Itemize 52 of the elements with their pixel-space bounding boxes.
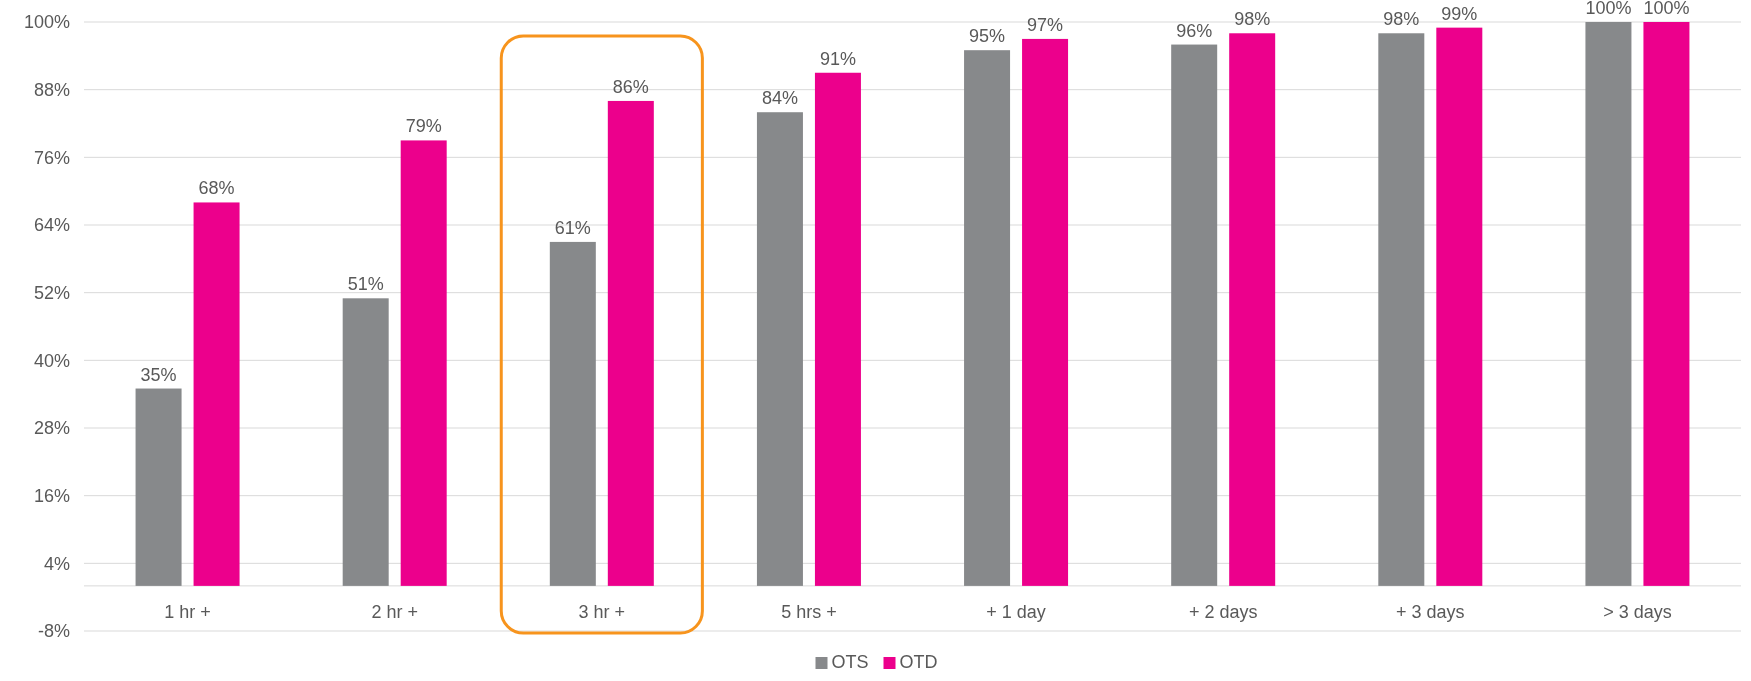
y-tick-label: 4%: [43, 553, 70, 574]
y-tick-label: 88%: [33, 79, 70, 100]
y-tick-label: 40%: [33, 350, 70, 371]
data-label: 79%: [405, 116, 442, 137]
bar: [964, 50, 1011, 586]
data-label: 35%: [140, 364, 177, 385]
x-tick-label: 2 hr +: [371, 601, 418, 622]
x-tick-label: + 2 days: [1188, 601, 1258, 622]
bar: [1171, 44, 1218, 586]
x-tick-label: + 3 days: [1396, 601, 1465, 622]
data-label: 99%: [1441, 3, 1478, 24]
data-label: 98%: [1383, 9, 1420, 30]
data-label: 84%: [761, 88, 798, 109]
bar: [814, 72, 861, 586]
bar: [1378, 33, 1425, 586]
bar: [1229, 33, 1276, 586]
bar: [549, 241, 596, 586]
bar: [342, 298, 389, 586]
y-tick-label: 16%: [33, 485, 70, 506]
y-tick-label: 52%: [33, 282, 70, 303]
bar: [1585, 22, 1632, 586]
y-tick-label: -8%: [37, 621, 70, 642]
bar: [756, 112, 803, 586]
data-label: 95%: [969, 26, 1006, 47]
bar: [193, 202, 240, 586]
data-label: 98%: [1234, 9, 1271, 30]
y-tick-label: 28%: [33, 418, 70, 439]
data-label: 61%: [554, 217, 591, 238]
data-label: 86%: [612, 76, 649, 97]
bar: [1022, 38, 1069, 586]
x-tick-label: 1 hr +: [164, 601, 211, 622]
data-label: 100%: [1585, 0, 1632, 18]
data-label: 51%: [347, 274, 384, 295]
y-tick-label: 100%: [23, 12, 70, 33]
bar: [1436, 27, 1483, 586]
x-tick-label: > 3 days: [1603, 601, 1672, 622]
x-tick-label: 5 hrs +: [781, 601, 837, 622]
bar: [400, 140, 447, 586]
y-tick-label: 76%: [33, 147, 70, 168]
legend-label: OTD: [899, 652, 938, 672]
data-label: 97%: [1027, 14, 1064, 35]
bar: [135, 388, 182, 586]
x-tick-label: 3 hr +: [578, 601, 626, 622]
x-tick-label: + 1 day: [986, 601, 1046, 622]
data-label: 91%: [819, 48, 856, 69]
bar: [1643, 22, 1690, 586]
data-label: 100%: [1643, 0, 1690, 18]
legend-label: OTS: [831, 652, 869, 672]
bar: [607, 100, 654, 586]
y-tick-label: 64%: [33, 215, 70, 236]
data-label: 68%: [198, 178, 235, 199]
data-label: 96%: [1176, 20, 1213, 41]
